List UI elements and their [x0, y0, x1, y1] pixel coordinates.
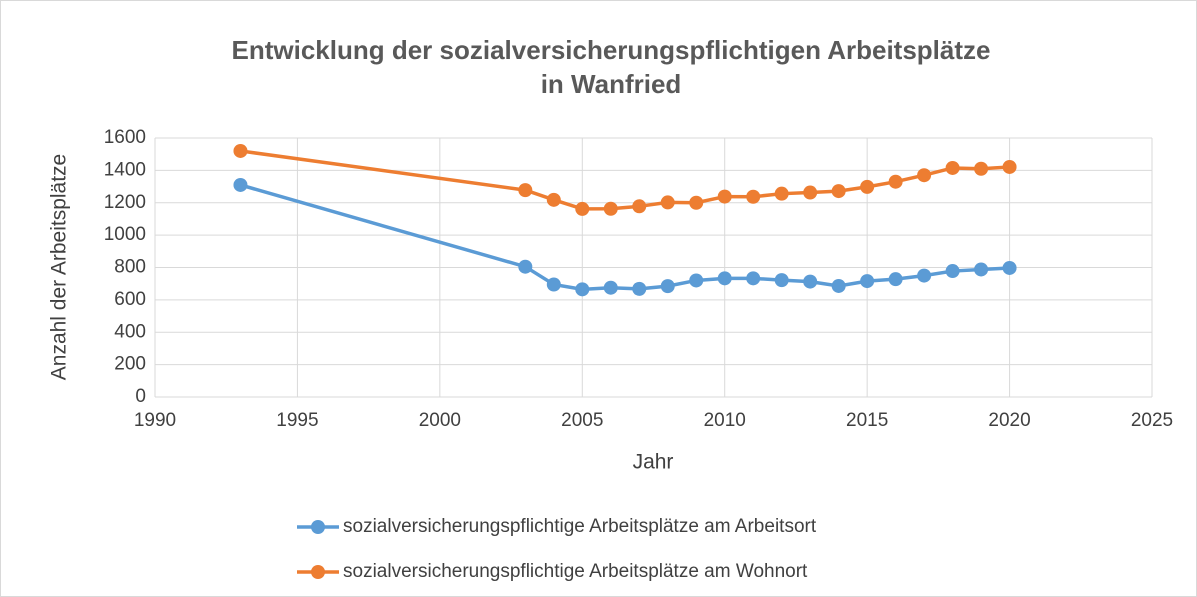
data-point — [575, 201, 590, 216]
y-axis-label: Anzahl der Arbeitsplätze — [48, 154, 71, 380]
data-point — [689, 195, 704, 210]
data-point — [774, 186, 789, 201]
y-tick-label: 200 — [114, 354, 146, 375]
legend-marker — [311, 520, 325, 534]
data-point — [917, 268, 932, 283]
data-point — [831, 184, 846, 199]
data-point — [632, 199, 647, 214]
y-tick-label: 1400 — [104, 159, 146, 180]
data-point — [860, 274, 875, 289]
x-tick-label: 2005 — [561, 410, 603, 431]
data-point — [974, 161, 989, 176]
data-point — [746, 189, 761, 204]
data-point — [717, 271, 732, 286]
data-point — [575, 282, 590, 297]
data-point — [233, 143, 248, 158]
data-point — [660, 279, 675, 294]
y-tick-label: 1200 — [104, 192, 146, 213]
data-point — [660, 195, 675, 210]
legend-label: sozialversicherungspflichtige Arbeitsplä… — [343, 516, 817, 537]
y-tick-label: 400 — [114, 321, 146, 342]
data-point — [917, 168, 932, 183]
data-point — [888, 272, 903, 287]
data-point — [746, 271, 761, 286]
data-point — [603, 201, 618, 216]
data-point — [1002, 159, 1017, 174]
data-point — [945, 160, 960, 175]
x-tick-label: 2000 — [419, 410, 461, 431]
data-point — [518, 259, 533, 274]
data-point — [774, 273, 789, 288]
y-tick-label: 0 — [135, 386, 146, 407]
data-point — [1002, 260, 1017, 275]
x-tick-label: 2010 — [704, 410, 746, 431]
legend-label: sozialversicherungspflichtige Arbeitsplä… — [343, 561, 808, 582]
data-point — [831, 278, 846, 293]
data-point — [803, 274, 818, 289]
data-point — [233, 177, 248, 192]
chart-title: Entwicklung der sozialversicherungspflic… — [232, 35, 991, 65]
data-point — [546, 192, 561, 207]
x-tick-label: 2025 — [1131, 410, 1173, 431]
data-point — [689, 273, 704, 288]
y-tick-label: 1000 — [104, 224, 146, 245]
data-point — [860, 179, 875, 194]
data-point — [518, 183, 533, 198]
data-point — [803, 185, 818, 200]
data-point — [717, 189, 732, 204]
y-tick-label: 600 — [114, 289, 146, 310]
legend-marker — [311, 565, 325, 579]
x-axis-label: Jahr — [633, 451, 674, 474]
data-point — [945, 264, 960, 279]
x-tick-label: 1990 — [134, 410, 176, 431]
data-point — [974, 262, 989, 277]
data-point — [603, 280, 618, 295]
data-point — [632, 281, 647, 296]
data-point — [888, 174, 903, 189]
chart-title: in Wanfried — [541, 69, 682, 99]
x-tick-label: 2020 — [988, 410, 1030, 431]
x-tick-label: 2015 — [846, 410, 888, 431]
y-tick-label: 800 — [114, 257, 146, 278]
x-tick-label: 1995 — [276, 410, 318, 431]
data-point — [546, 277, 561, 292]
y-tick-label: 1600 — [104, 127, 146, 148]
